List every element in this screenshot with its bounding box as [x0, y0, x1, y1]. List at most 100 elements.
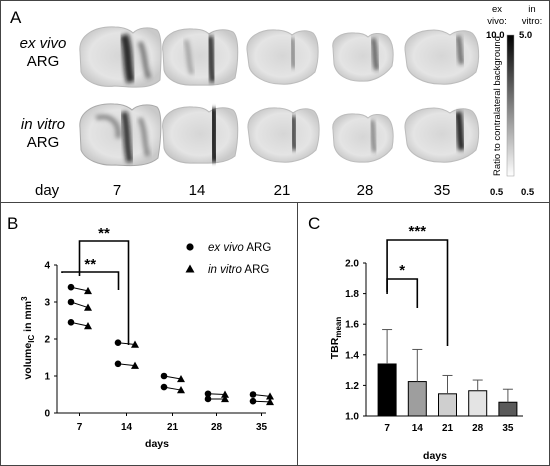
- panel-b-legend: ex vivo ARG in vitro ARG: [185, 242, 272, 276]
- panel-b-point-ex-vivo: [67, 283, 75, 291]
- panel-c-bars: [377, 363, 518, 417]
- day-35-label: 35: [434, 182, 451, 199]
- panel-b-point-ex-vivo: [249, 397, 257, 405]
- panel-b-point-in-vitro: [221, 394, 229, 403]
- brain-in-vitro-day-35: [404, 107, 480, 163]
- panel-c-bar: [498, 401, 518, 417]
- panel-c-significance: ****: [386, 223, 449, 346]
- colorbar-ex-vivo-max: 10.0: [486, 30, 505, 41]
- panel-b-significance-label: **: [98, 225, 110, 242]
- panel-b-x-tick-label: 35: [256, 422, 268, 433]
- brain-ex-vivo-day-21: [246, 29, 319, 85]
- panel-b-x-tick-label: 28: [211, 422, 223, 433]
- panel-b-x-tick-label: 14: [121, 422, 133, 433]
- panel-c-bar: [377, 363, 397, 417]
- row-label-in-vitro-line2: ARG: [27, 134, 60, 151]
- panel-b-point-in-vitro: [266, 397, 274, 406]
- panel-c-y-tick-label: 1.2: [345, 381, 359, 392]
- panel-c-significance-label: *: [399, 262, 405, 279]
- panel-c-x-tick-label: 35: [502, 423, 514, 434]
- colorbar-ex-vivo-min: 0.5: [490, 187, 504, 198]
- legend-in-vitro-label: in vitro ARG: [208, 264, 269, 276]
- panel-c-y-tick-label: 2.0: [345, 259, 359, 270]
- panel-b-y-tick-label: 0: [44, 409, 50, 420]
- panel-c-x-tick-label: 28: [472, 423, 484, 434]
- panel-b-y-axis-label: volumeIC in mm3: [20, 296, 36, 380]
- panel-c-bar: [468, 390, 488, 417]
- panel-b-point-in-vitro: [266, 392, 274, 400]
- panel-c-y-axis-label-sub: mean: [334, 317, 343, 338]
- legend-ex-vivo-marker: [186, 243, 194, 251]
- panel-c-x-tick-label: 7: [384, 423, 390, 434]
- panel-b-point-in-vitro: [131, 340, 139, 348]
- colorbar-in-vitro-title-line1: in: [528, 4, 535, 15]
- legend-in-vitro-rest: ARG: [242, 264, 270, 276]
- panel-a: A ex vivo ARG in vitro ARG day 7 14 21 2…: [10, 4, 542, 199]
- legend-ex-vivo-rest: ARG: [244, 242, 272, 254]
- panel-c-y-tick-label: 1.8: [345, 289, 359, 300]
- panel-b-point-in-vitro: [84, 303, 92, 311]
- panel-c-significance-bracket: [386, 278, 419, 308]
- panel-b-y-tick-label: 2: [44, 335, 50, 346]
- legend-ex-vivo-italic: ex vivo: [208, 242, 244, 254]
- panel-c-bar: [407, 381, 427, 417]
- panel-c-x-tick-label: 21: [442, 423, 454, 434]
- colorbar-in-vitro-title-line2: vitro:: [522, 16, 543, 27]
- brain-ex-vivo-day-28: [332, 32, 394, 82]
- panel-c-x-tick-label: 14: [412, 423, 424, 434]
- brain-in-vitro-day-21: [247, 107, 320, 163]
- panel-c: C 1.01.21.41.61.82.0 7 14 21 28 35 **** days…: [308, 214, 523, 462]
- brain-in-vitro-day-28: [332, 113, 394, 163]
- panel-b-point-ex-vivo: [204, 395, 212, 403]
- panel-c-y-ticks: 1.0 1.2 1.4 1.6 1.8 2.0: [345, 259, 366, 423]
- panel-b-significance-bracket: [78, 240, 130, 345]
- colorbar-gradient: [506, 34, 515, 177]
- panel-b-point-ex-vivo: [67, 298, 75, 306]
- panel-b-y-tick-label: 4: [44, 261, 50, 272]
- panel-c-y-tick-label: 1.4: [345, 350, 359, 361]
- row-label-in-vitro-line1: in vitro: [21, 116, 65, 133]
- panel-b-significance: ****: [61, 225, 130, 345]
- panel-c-y-tick-label: 1.0: [345, 412, 359, 423]
- panel-c-significance-label: ***: [409, 223, 427, 240]
- panel-b-point-in-vitro: [84, 322, 92, 330]
- colorbar-ex-vivo-title-line1: ex: [492, 4, 502, 15]
- panel-c-bar: [438, 393, 457, 417]
- panel-b-significance-bracket: [61, 271, 120, 290]
- brain-ex-vivo-day-14: [162, 28, 239, 86]
- panel-c-y-axis-label: TBRmean: [329, 317, 343, 360]
- panel-b-point-in-vitro: [84, 286, 92, 295]
- day-14-label: 14: [189, 182, 206, 199]
- day-28-label: 28: [357, 182, 374, 199]
- panel-b-y-tick-label: 3: [44, 298, 50, 309]
- row-label-ex-vivo-line2: ARG: [27, 53, 60, 70]
- panel-b-y-axis-label-sup: 3: [20, 296, 29, 301]
- panel-b-x-ticks: 7 14 21 28 35: [77, 413, 268, 433]
- panel-b-axes: [56, 265, 266, 414]
- panel-b-point-in-vitro: [177, 374, 185, 383]
- panel-b-points: [67, 283, 274, 406]
- panel-b-point-in-vitro: [177, 386, 185, 394]
- brain-in-vitro-day-7: [79, 103, 162, 167]
- panel-b-y-axis-label-unit: in mm: [22, 301, 34, 335]
- panel-b-point-ex-vivo: [204, 390, 212, 398]
- brain-in-vitro-day-14: [162, 106, 239, 164]
- panel-b-y-axis-label-main: volume: [22, 343, 34, 380]
- colorbar-axis-label: Ratio to contralateral background: [492, 36, 503, 176]
- panel-b-x-tick-label: 21: [167, 422, 179, 433]
- panel-b-point-ex-vivo: [67, 319, 75, 326]
- panel-b-point-in-vitro: [221, 390, 229, 398]
- panel-b-x-axis-label: days: [145, 438, 169, 450]
- panel-b-point-ex-vivo: [114, 360, 122, 368]
- day-7-label: 7: [113, 182, 121, 199]
- panel-b-y-ticks: 0 1 2 3 4: [44, 261, 57, 420]
- row-label-ex-vivo-line1: ex vivo: [20, 35, 67, 52]
- panel-b-y-tick-label: 1: [44, 372, 50, 383]
- panel-b-point-ex-vivo: [160, 383, 168, 391]
- panel-c-significance-bracket: [386, 239, 449, 346]
- brain-ex-vivo-day-35: [404, 29, 480, 85]
- panel-b-point-in-vitro: [131, 361, 139, 369]
- legend-in-vitro-marker: [185, 264, 195, 273]
